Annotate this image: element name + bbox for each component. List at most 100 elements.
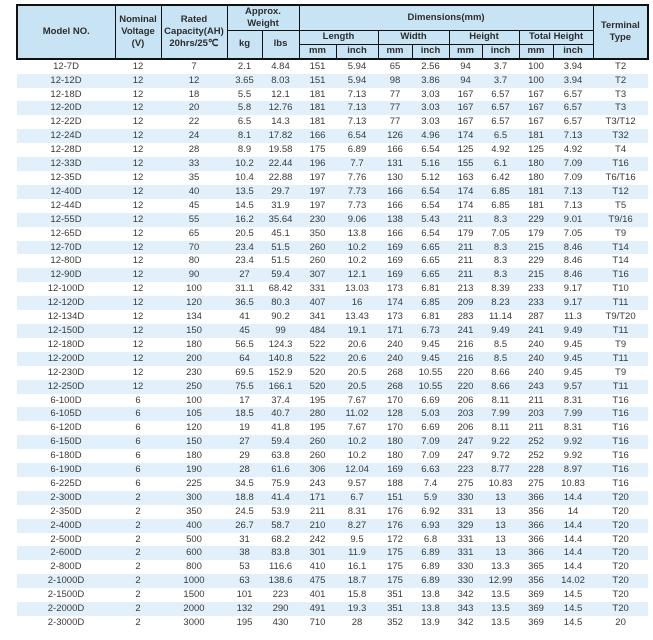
weight-lbs-cell: 29.7: [271, 185, 290, 197]
weight-kg-cell: 56.5: [235, 338, 254, 350]
terminal-type-cell: T9/T20: [605, 311, 636, 323]
total-height-inch-cell: 8.31: [563, 422, 583, 434]
voltage-cell: 12: [132, 213, 144, 225]
weight-lbs-cell: 17.82: [268, 130, 293, 142]
voltage-cell: 12: [132, 380, 144, 392]
total-height-mm-cell: 356: [528, 575, 544, 587]
width-mm-cell: 173: [387, 311, 403, 323]
model-no-cell: 12-18D: [50, 88, 82, 100]
height-inch-cell: 8.66: [491, 380, 510, 392]
voltage-cell: 2: [135, 547, 141, 559]
length-inch-cell: 9.5: [350, 533, 364, 545]
terminal-type-cell: T16: [612, 477, 629, 489]
weight-lbs-cell: 40.7: [271, 408, 290, 420]
weight-kg-cell: 13.5: [235, 185, 254, 197]
total-height-inch-cell: 9.17: [563, 283, 583, 295]
height-mm-cell: 216: [457, 352, 474, 364]
total-height-inch-cell: 7.99: [563, 408, 583, 420]
height-mm-cell: 342: [457, 589, 474, 601]
voltage-cell: 2: [135, 533, 141, 545]
width-mm-cell: 268: [387, 366, 403, 378]
height-mm-cell: 211: [457, 241, 474, 253]
voltage-cell: 12: [132, 283, 144, 295]
total-height-mm-cell: 167: [528, 88, 544, 100]
total-height-inch-cell: 14.4: [563, 561, 583, 573]
total-height-mm-cell: 252: [528, 436, 544, 448]
length-mm-cell: 475: [309, 575, 326, 587]
width-inch-cell: 6.93: [421, 519, 440, 531]
header-height-inch: inch: [481, 43, 520, 60]
model-no-cell: 6-225D: [50, 477, 82, 489]
width-mm-cell: 180: [387, 450, 403, 462]
capacity-cell: 800: [186, 561, 202, 573]
table-row: 12-55D 12 55 16.2 35.64 230 9.06 138 5.43 211 8.3 2…: [17, 212, 649, 227]
total-height-mm-cell: 211: [528, 422, 544, 434]
capacity-cell: 2000: [183, 603, 205, 615]
voltage-cell: 12: [132, 116, 144, 128]
weight-lbs-cell: 37.4: [271, 394, 290, 406]
width-inch-cell: 5.12: [421, 172, 440, 183]
capacity-cell: 150: [186, 436, 202, 448]
weight-lbs-cell: 58.7: [271, 519, 290, 531]
total-height-inch-cell: 14: [567, 505, 579, 517]
table-row: 12-150D 12 150 45 99 484 19.1 171 6.73 241 9.49 241…: [17, 323, 649, 338]
length-mm-cell: 410: [309, 561, 326, 573]
height-mm-cell: 206: [457, 394, 474, 406]
weight-lbs-cell: 140.8: [268, 352, 293, 364]
model-no-cell: 12-250D: [47, 380, 85, 392]
capacity-cell: 400: [186, 519, 202, 531]
table-row: 12-134D 12 134 41 90.2 341 13.43 173 6.81 283 11.1…: [17, 310, 649, 324]
length-mm-cell: 210: [309, 519, 326, 531]
height-inch-cell: 9.49: [491, 324, 510, 336]
width-inch-cell: 13.8: [421, 603, 440, 615]
weight-kg-cell: 26.7: [235, 519, 254, 531]
length-mm-cell: 260: [309, 241, 326, 253]
table-row: 6-190D 6 190 28 61.6 306 12.04 169 6.63 223 8.77 22…: [17, 463, 649, 477]
total-height-inch-cell: 14.4: [563, 491, 583, 503]
height-mm-cell: 247: [457, 436, 474, 448]
length-inch-cell: 7.13: [347, 102, 367, 114]
weight-kg-cell: 16.2: [235, 213, 254, 225]
model-no-cell: 2-800D: [50, 561, 82, 573]
table-row: 12-100D 12 100 31.1 68.42 331 13.03 173 6.81 213 8…: [17, 282, 649, 297]
height-inch-cell: 13: [495, 491, 506, 503]
total-height-mm-cell: 167: [528, 116, 544, 128]
width-mm-cell: 180: [387, 436, 403, 448]
voltage-cell: 12: [132, 352, 144, 364]
width-inch-cell: 6.89: [421, 547, 440, 559]
capacity-cell: 100: [186, 283, 202, 295]
model-no-cell: 12-134D: [47, 311, 85, 323]
width-mm-cell: 166: [387, 199, 403, 211]
terminal-type-cell: T11: [612, 324, 629, 336]
length-inch-cell: 10.2: [347, 241, 367, 253]
model-no-cell: 12-70D: [50, 241, 82, 253]
weight-lbs-cell: 51.5: [271, 255, 290, 267]
width-inch-cell: 6.54: [421, 227, 440, 239]
length-mm-cell: 197: [309, 199, 326, 211]
header-width-mm: mm: [377, 43, 413, 60]
battery-spec-table: Model NO. Nominal Voltage (V) Rated Capa…: [16, 4, 649, 630]
terminal-type-cell: T4: [615, 144, 627, 156]
height-inch-cell: 6.85: [491, 199, 510, 211]
weight-kg-cell: 64: [239, 352, 250, 364]
length-mm-cell: 260: [309, 255, 326, 267]
length-mm-cell: 243: [309, 477, 326, 489]
model-no-cell: 6-190D: [50, 464, 82, 476]
total-height-inch-cell: 7.05: [563, 227, 583, 239]
total-height-mm-cell: 369: [528, 617, 544, 628]
terminal-type-cell: T11: [612, 352, 629, 364]
weight-lbs-cell: 31.9: [271, 199, 290, 211]
total-height-mm-cell: 233: [528, 297, 544, 309]
width-inch-cell: 6.69: [421, 422, 440, 434]
voltage-cell: 12: [132, 311, 144, 323]
length-inch-cell: 7.67: [347, 422, 367, 434]
model-no-cell: 12-55D: [50, 213, 82, 225]
width-mm-cell: 77: [389, 116, 401, 128]
model-no-cell: 12-20D: [50, 102, 82, 114]
table-row: 2-350D 2 350 24.5 53.9 211 8.31 176 6.92 331 13 356…: [17, 504, 649, 519]
height-mm-cell: 342: [457, 617, 474, 628]
table-row: 12-65D 12 65 20.5 45.1 350 13.8 166 6.54 179 7.05 1…: [17, 226, 649, 241]
weight-lbs-cell: 12.1: [271, 88, 290, 100]
model-no-cell: 12-24D: [50, 130, 82, 142]
total-height-mm-cell: 229: [528, 255, 544, 267]
